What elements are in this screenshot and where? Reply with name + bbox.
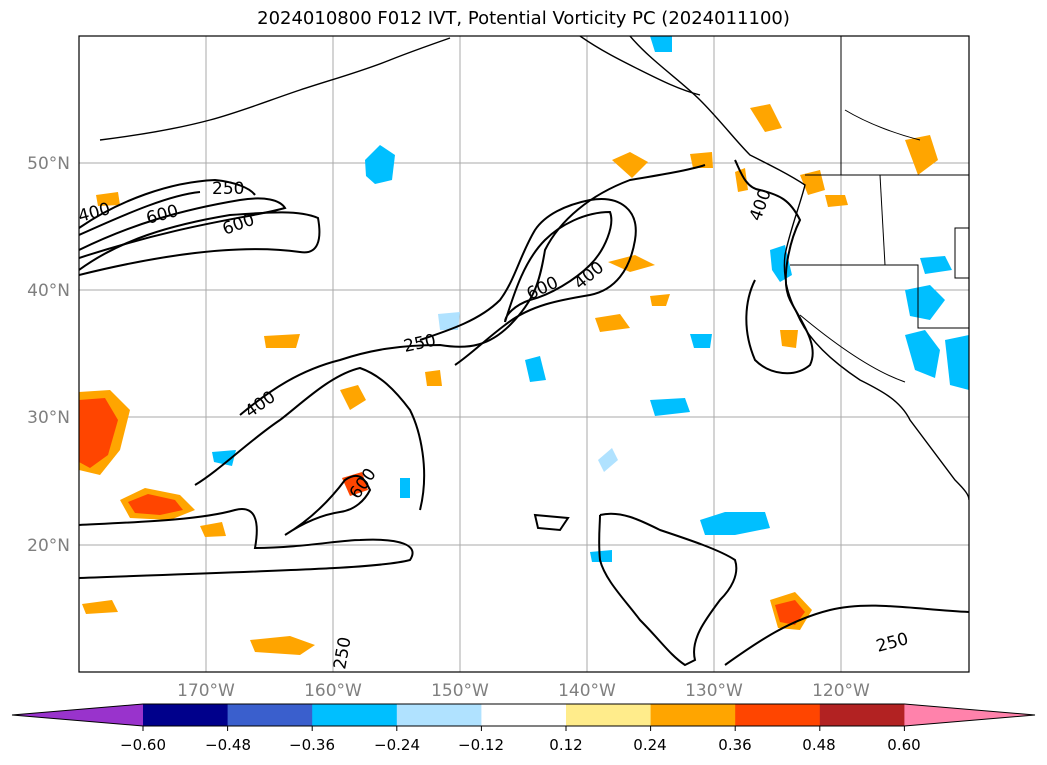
colorbar-tick: −0.12 — [458, 736, 504, 754]
pv-negative-anomalies — [212, 36, 969, 562]
colorbar-segment — [481, 704, 567, 726]
colorbar-segment — [143, 704, 229, 726]
colorbar-tick: 0.60 — [887, 736, 920, 754]
colorbar-extend-low — [12, 704, 143, 726]
colorbar-tick: −0.36 — [289, 736, 335, 754]
ivt-contours — [79, 159, 969, 667]
contour-label: 250 — [330, 635, 355, 670]
contour-label: 250 — [212, 179, 244, 199]
map-frame — [78, 35, 970, 673]
lon-label: 160°W — [304, 681, 362, 701]
colorbar-tick: 0.12 — [549, 736, 582, 754]
colorbar-segment — [566, 704, 652, 726]
coastline — [99, 36, 969, 501]
colorbar-segment — [650, 704, 736, 726]
lat-label: 30°N — [27, 408, 70, 428]
colorbar-segment — [735, 704, 821, 726]
graticule — [79, 36, 969, 672]
lon-labels: 170°W 160°W 150°W 140°W 130°W 120°W — [177, 681, 870, 701]
contour-label: 400 — [746, 186, 776, 223]
pv-positive-anomalies — [79, 104, 938, 655]
colorbar-ticks: −0.60 −0.48 −0.36 −0.24 −0.12 0.12 0.24 … — [120, 736, 921, 754]
contour-label: 600 — [220, 210, 257, 240]
colorbar — [11, 703, 1036, 731]
colorbar-segment — [312, 704, 398, 726]
colorbar-segment — [227, 704, 313, 726]
colorbar-tick: 0.36 — [718, 736, 751, 754]
colorbar-tick: −0.48 — [205, 736, 251, 754]
contour-label: 250 — [402, 331, 438, 357]
lon-label: 120°W — [812, 681, 870, 701]
colorbar-extend-high — [904, 704, 1035, 726]
lon-label: 170°W — [177, 681, 235, 701]
colorbar-tick: 0.48 — [802, 736, 835, 754]
colorbar-segment — [396, 704, 482, 726]
contour-label: 400 — [570, 258, 608, 294]
colorbar-tick: −0.24 — [374, 736, 420, 754]
political-borders — [790, 36, 969, 383]
contour-label: 600 — [524, 273, 562, 305]
map-title: 2024010800 F012 IVT, Potential Vorticity… — [257, 8, 790, 29]
lon-label: 150°W — [431, 681, 489, 701]
lat-labels: 50°N 40°N 30°N 20°N — [27, 154, 70, 556]
lat-label: 20°N — [27, 536, 70, 556]
lon-label: 130°W — [685, 681, 743, 701]
contour-label: 250 — [874, 629, 911, 657]
contour-label: 600 — [346, 465, 381, 503]
colorbar-tick: −0.60 — [120, 736, 166, 754]
lon-label: 140°W — [558, 681, 616, 701]
lat-label: 40°N — [27, 281, 70, 301]
colorbar-tick: 0.24 — [633, 736, 666, 754]
lat-label: 50°N — [27, 154, 70, 174]
colorbar-segment — [819, 704, 905, 726]
